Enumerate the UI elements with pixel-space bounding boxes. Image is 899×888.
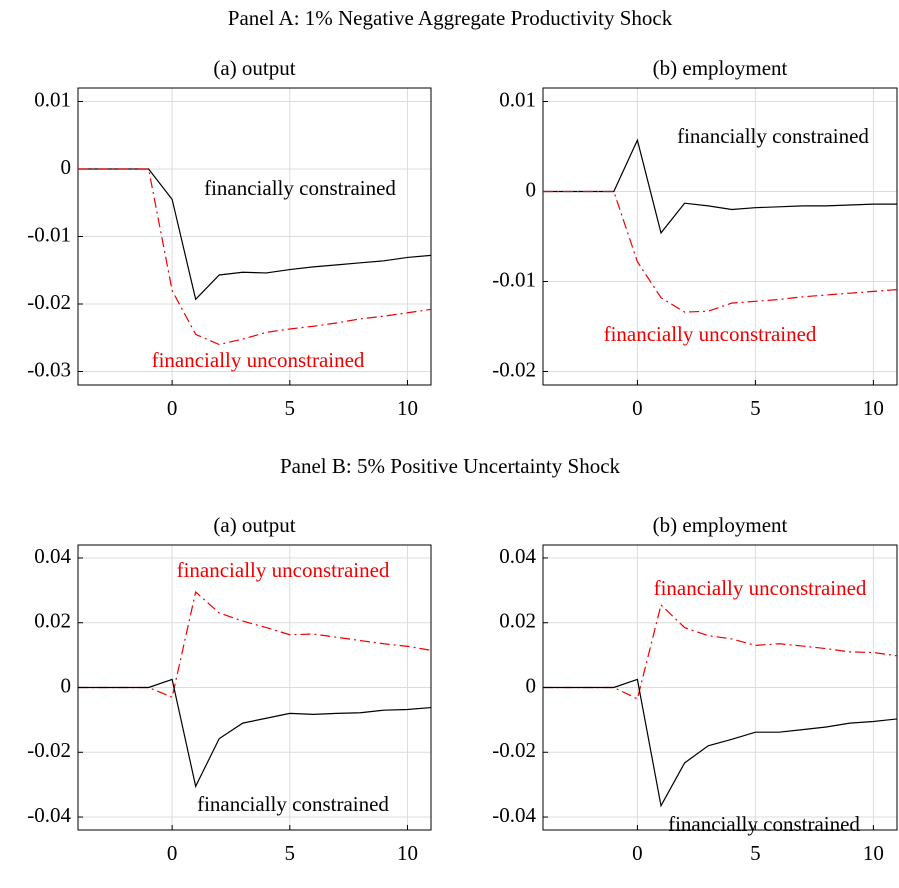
series-line (78, 168, 432, 301)
y-tick-label: 0 (526, 177, 537, 201)
y-tick-label: -0.03 (27, 357, 71, 381)
y-tick-label: 0.01 (34, 87, 71, 111)
series-annotation: financially constrained (204, 176, 396, 200)
series-line (543, 138, 897, 235)
x-tick-label: 5 (750, 396, 761, 420)
series-annotation: financially unconstrained (654, 576, 867, 600)
series-line (78, 678, 432, 789)
series-line (78, 168, 432, 346)
y-tick-label: -0.04 (492, 803, 536, 827)
series-annotation: financially constrained (668, 812, 860, 836)
panel-title: Panel B: 5% Positive Uncertainty Shock (280, 454, 621, 478)
x-tick-label: 10 (863, 396, 884, 420)
y-tick-label: 0.02 (34, 609, 71, 633)
x-tick-label: 5 (750, 841, 761, 865)
series-annotation: financially unconstrained (152, 348, 365, 372)
series-annotation: financially unconstrained (177, 558, 390, 582)
x-tick-label: 5 (285, 841, 296, 865)
y-tick-label: 0.02 (499, 609, 536, 633)
series-line (78, 590, 432, 699)
plot-frame (77, 87, 432, 386)
subplot-title: (b) employment (653, 56, 788, 80)
x-tick-label: 0 (632, 841, 643, 865)
subplot-title: (a) output (213, 513, 295, 537)
y-tick-label: 0.04 (34, 544, 71, 568)
series-annotation: financially constrained (197, 792, 389, 816)
y-tick-label: 0.04 (499, 544, 536, 568)
x-tick-label: 10 (863, 841, 884, 865)
x-tick-label: 5 (285, 396, 296, 420)
y-tick-label: 0 (61, 673, 72, 697)
y-tick-label: -0.02 (492, 738, 536, 762)
y-tick-label: -0.01 (492, 267, 536, 291)
y-tick-label: -0.04 (27, 803, 71, 827)
y-tick-label: -0.01 (27, 222, 71, 246)
subplot-title: (a) output (213, 56, 295, 80)
x-tick-label: 0 (632, 396, 643, 420)
panel-title: Panel A: 1% Negative Aggregate Productiv… (228, 6, 673, 30)
x-tick-label: 10 (397, 841, 418, 865)
y-tick-label: -0.02 (492, 357, 536, 381)
series-annotation: financially constrained (677, 124, 869, 148)
plot-frame (542, 87, 898, 386)
series-line (543, 190, 898, 313)
series-line (543, 603, 898, 700)
x-tick-label: 0 (167, 396, 178, 420)
subplot-title: (b) employment (653, 513, 788, 537)
y-tick-label: 0 (61, 155, 72, 179)
y-tick-label: 0.01 (499, 87, 536, 111)
x-tick-label: 10 (397, 396, 418, 420)
y-tick-label: -0.02 (27, 738, 71, 762)
y-tick-label: 0 (526, 673, 537, 697)
series-line (543, 678, 898, 808)
series-annotation: financially unconstrained (604, 322, 817, 346)
x-tick-label: 0 (167, 841, 178, 865)
y-tick-label: -0.02 (27, 290, 71, 314)
